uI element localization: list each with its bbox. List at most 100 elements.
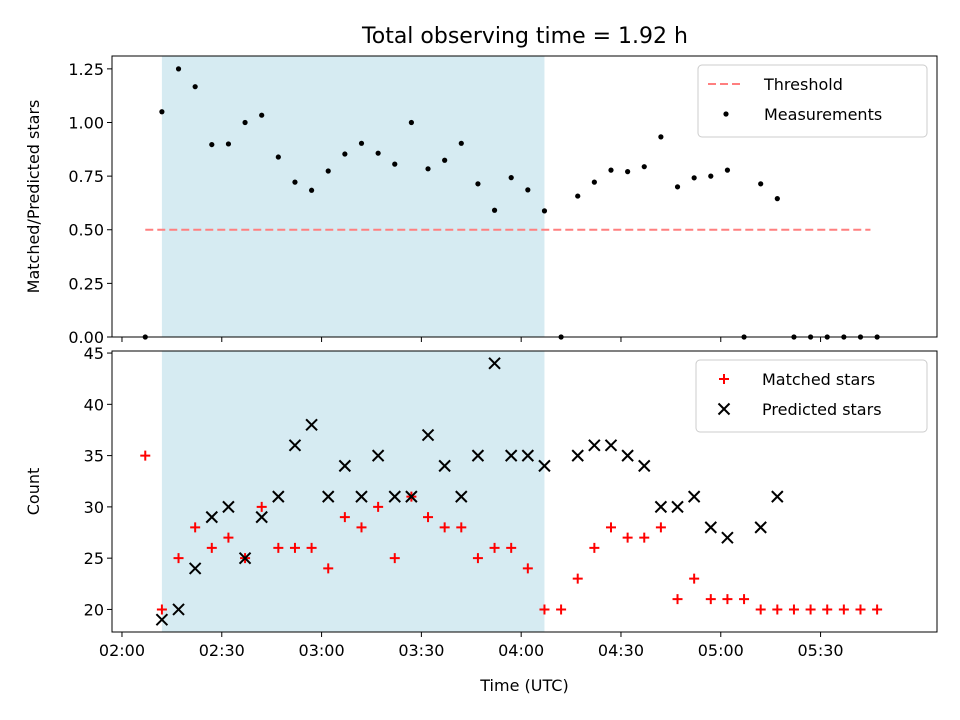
data-point-predicted [305, 418, 318, 432]
y-tick-label: 0.25 [68, 274, 104, 293]
y-tick-label: 20 [84, 600, 104, 619]
data-point-predicted [355, 490, 368, 503]
data-point [641, 164, 647, 170]
data-point-predicted [654, 500, 668, 514]
y-axis-label: Matched/Predicted stars [24, 100, 43, 294]
data-point-matched [739, 594, 750, 605]
data-point-predicted [571, 449, 584, 462]
data-point-matched [822, 604, 833, 615]
data-point-predicted [721, 531, 734, 544]
data-point [259, 112, 265, 118]
data-point-matched [423, 512, 434, 523]
data-point [392, 161, 398, 167]
data-point-predicted [488, 357, 501, 370]
data-point [724, 167, 731, 173]
data-point-matched [539, 604, 550, 615]
data-point-matched [655, 522, 666, 533]
data-point-predicted [188, 562, 202, 575]
data-point-matched [173, 553, 184, 564]
data-point-predicted [238, 551, 252, 565]
data-point-matched [206, 542, 217, 553]
data-point-matched [589, 542, 600, 553]
data-point-predicted [455, 490, 468, 503]
data-point-matched [788, 604, 799, 615]
data-point-predicted [338, 459, 352, 473]
data-point-predicted [172, 603, 185, 616]
x-axis-label: Time (UTC) [479, 676, 568, 695]
y-tick-label: 0.50 [68, 221, 104, 240]
data-point-predicted [371, 449, 385, 462]
data-point-matched [256, 501, 267, 512]
data-point [625, 169, 631, 175]
data-point-predicted [754, 521, 767, 534]
data-point [242, 119, 248, 126]
legend-label-threshold: Threshold [763, 75, 843, 94]
data-point [209, 141, 215, 148]
data-point-predicted [604, 439, 618, 452]
legend-handle-x [717, 402, 731, 416]
legend-box [695, 359, 928, 433]
data-point-matched [605, 522, 616, 533]
data-point-predicted [704, 521, 717, 534]
x-tick-label: 03:30 [398, 641, 444, 660]
data-point-matched [772, 604, 783, 615]
data-point-matched [855, 604, 866, 615]
x-tick-label: 02:30 [199, 641, 245, 660]
data-point [308, 187, 315, 193]
legend-handle-dot [723, 111, 729, 117]
data-point-predicted [671, 500, 684, 514]
data-point-matched [522, 563, 533, 574]
data-point [508, 175, 514, 181]
data-point-predicted [588, 439, 601, 452]
x-tick-label: 05:30 [798, 641, 844, 660]
x-tick-label: 04:00 [498, 641, 544, 660]
data-point [175, 66, 182, 72]
data-point [591, 179, 597, 185]
data-point-matched [838, 604, 849, 615]
y-tick-label: 1.25 [68, 60, 104, 79]
legend: Matched stars Predicted stars [695, 359, 928, 433]
data-point-predicted [504, 449, 518, 462]
data-point-matched [323, 563, 334, 574]
legend-label-series: Measurements [764, 105, 882, 124]
data-point [442, 157, 448, 163]
data-point-matched [273, 542, 284, 553]
data-point [425, 166, 431, 172]
data-point-matched [190, 522, 201, 533]
data-point [691, 175, 697, 181]
y-tick-label: 0.75 [68, 167, 104, 186]
data-point-matched [506, 542, 517, 553]
data-point [159, 109, 165, 115]
data-point-matched [705, 594, 716, 605]
data-point-matched [689, 573, 700, 584]
data-point [674, 184, 681, 190]
data-point-matched [805, 604, 816, 615]
data-point [758, 181, 764, 187]
data-point [658, 134, 664, 140]
data-point [358, 140, 365, 146]
legend-box [697, 64, 928, 138]
data-point [292, 179, 298, 185]
legend-handle-plus [719, 374, 729, 384]
axes-frame [111, 55, 938, 338]
observing-window-span [161, 351, 545, 632]
data-point-predicted [322, 490, 335, 503]
data-point [525, 187, 531, 193]
x-tick-label: 02:00 [99, 641, 145, 660]
data-point-predicted [687, 490, 701, 503]
top-panel: 0.00 0.25 0.50 0.75 1.00 1.25 Matched/Predicte… [24, 55, 938, 347]
data-point-matched [339, 512, 350, 523]
data-point-predicted [638, 459, 651, 473]
data-point-predicted [288, 439, 302, 452]
y-tick-label: 40 [84, 395, 104, 414]
data-point-matched [140, 450, 151, 461]
data-point [774, 196, 780, 202]
data-point-matched [722, 594, 733, 605]
data-point-matched [472, 553, 483, 564]
x-tick-label: 05:00 [698, 641, 744, 660]
data-point-matched [622, 532, 633, 543]
y-tick-label: 1.00 [68, 113, 104, 132]
data-point-matched [439, 522, 450, 533]
data-point-matched [373, 501, 384, 512]
